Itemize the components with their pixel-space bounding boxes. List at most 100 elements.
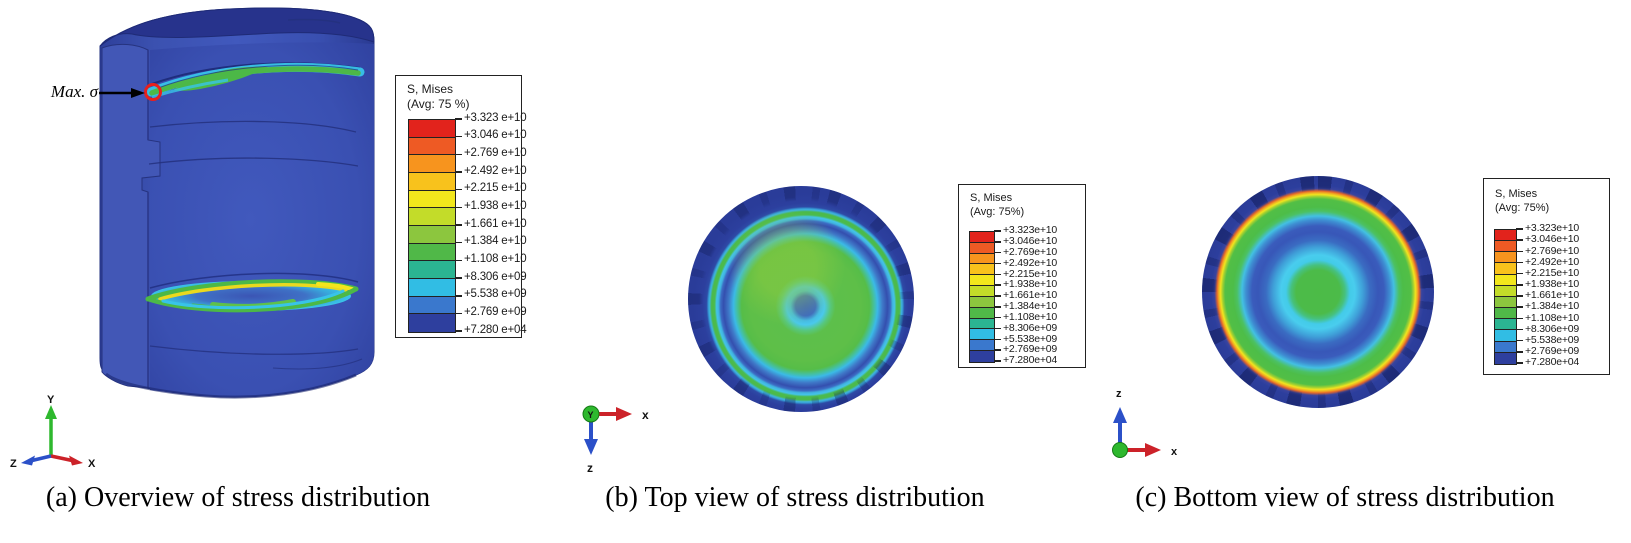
colorbar-band (1495, 330, 1516, 342)
legend-tick-label: +2.769e+09 (1525, 345, 1580, 358)
colorbar-band (970, 275, 994, 287)
legend-tick (455, 118, 462, 120)
legend-tick-label: +1.108e+10 (1003, 310, 1058, 323)
colorbar-band (970, 329, 994, 341)
colorbar-band (970, 307, 994, 319)
legend-title: S, Mises (1495, 188, 1538, 200)
legend-tick (994, 327, 1001, 330)
legend-tick (994, 316, 1001, 319)
legend-tick-label: +2.769e+10 (1003, 245, 1058, 258)
axis-z-label: z (587, 461, 593, 475)
legend-tick-label: +1.384 e+10 (464, 235, 527, 248)
legend-tick-label: +1.661e+10 (1003, 289, 1058, 302)
legend-tick-label: +2.492e+10 (1003, 256, 1058, 269)
colorbar-band (970, 318, 994, 330)
stress-cylinder-model (99, 7, 375, 399)
legend-tick-label: +3.046 e+10 (464, 129, 527, 142)
colorbar-band (409, 155, 455, 173)
legend-subtitle: (Avg: 75 %) (407, 97, 470, 111)
legend-tick (994, 284, 1001, 286)
axis-y-label: Y (588, 410, 594, 420)
legend-tick-label: +2.492e+10 (1525, 255, 1580, 268)
colorbar-band (409, 278, 455, 297)
caption-c: (c) Bottom view of stress distribution (1135, 482, 1555, 513)
legend-tick-label: +1.384e+10 (1525, 300, 1580, 313)
legend-subtitle: (Avg: 75%) (1495, 202, 1550, 214)
legend-tick-label: +5.538 e+09 (464, 288, 527, 301)
legend-tick-label: +2.215e+10 (1525, 266, 1580, 279)
axis-y-label: Y (47, 394, 55, 406)
cut-wall (101, 43, 161, 389)
legend-tick-label: +5.538e+09 (1525, 333, 1580, 346)
colorbar-band (1495, 319, 1516, 331)
disc-rim-texture (1202, 176, 1434, 408)
legend-tick-label: +1.938 e+10 (464, 200, 527, 212)
stress-disc-bottom-view (1202, 176, 1434, 408)
legend-tick-label: +2.769e+10 (1525, 244, 1580, 257)
legend-tick (1516, 306, 1523, 308)
legend-tick (1516, 295, 1523, 297)
legend-tick (455, 312, 462, 315)
legend-tick-label: +3.323e+10 (1525, 222, 1580, 235)
colorbar-band (1495, 352, 1516, 364)
colorbar-band (970, 340, 994, 352)
legend-colorbar (1494, 229, 1517, 365)
legend-colorbar (969, 231, 995, 363)
legend-tick-label: +1.661e+10 (1525, 289, 1580, 302)
colorbar-band (1495, 274, 1516, 286)
cylinder-interior (150, 42, 374, 398)
axis-z-label: Z (10, 458, 17, 470)
axis-triad-overview: Y X Z (10, 394, 96, 470)
axis-z-label: z (1116, 388, 1122, 400)
legend-tick-label: +3.323e+10 (1003, 224, 1058, 237)
legend-tick (1516, 284, 1523, 286)
legend-tick-label: +1.938e+10 (1525, 278, 1580, 291)
legend-tick (1516, 339, 1523, 342)
colorbar-band (1495, 308, 1516, 320)
axis-x-label: x (1171, 446, 1178, 458)
legend-tick-label: +7.280 e+04 (464, 323, 527, 336)
legend-smises-b: S, Mises (Avg: 75%) +3.323e+10 +3.046e+10 +2… (958, 184, 1086, 368)
legend-tick (455, 188, 462, 191)
legend-tick-label: +1.661 e+10 (464, 217, 527, 230)
legend-tick (455, 206, 462, 209)
colorbar-band (409, 120, 455, 138)
cylinder-top-face (99, 7, 375, 47)
legend-tick (455, 277, 462, 279)
legend-tick (455, 259, 462, 262)
legend-tick (455, 135, 462, 138)
legend-tick-label: +1.108e+10 (1525, 311, 1580, 324)
caption-a: (a) Overview of stress distribution (45, 482, 431, 513)
legend-tick (994, 230, 1001, 232)
max-stress-marker (144, 83, 162, 101)
stress-disc-top-view (688, 186, 914, 412)
max-stress-label: Max. σ (50, 82, 98, 101)
legend-smises-a: S, Mises (Avg: 75 %) +3.323 e+10 +3.046 e+1… (395, 75, 527, 338)
legend-tick-label: +2.215e+10 (1003, 267, 1058, 280)
legend-tick-label: +3.046e+10 (1003, 235, 1058, 248)
legend-tick-label: +8.306 e+09 (464, 270, 527, 283)
colorbar-band (1495, 252, 1516, 264)
disc-rim-texture (688, 186, 914, 412)
legend-tick-label: +3.046e+10 (1525, 233, 1580, 246)
legend-tick-label: +3.323 e+10 (464, 111, 527, 124)
legend-title: S, Mises (407, 82, 454, 96)
legend-subtitle: (Avg: 75%) (970, 206, 1025, 218)
legend-tick (1516, 272, 1523, 275)
legend-tick (455, 224, 462, 226)
legend-tick (1516, 317, 1523, 320)
colorbar-band (970, 232, 994, 243)
colorbar-band (970, 351, 994, 362)
legend-tick (994, 338, 1001, 341)
colorbar-band (1495, 263, 1516, 275)
legend-tick-label: +7.280e+04 (1525, 356, 1580, 369)
colorbar-band (970, 253, 994, 265)
disc-highlight (688, 186, 914, 412)
legend-tick-label: +2.769 e+09 (464, 306, 527, 318)
legend-tick (455, 330, 462, 332)
axis-x-label: x (642, 408, 649, 422)
legend-tick-label: +2.492 e+10 (464, 164, 527, 177)
legend-tick (994, 360, 1001, 362)
legend-tick (1516, 250, 1523, 253)
